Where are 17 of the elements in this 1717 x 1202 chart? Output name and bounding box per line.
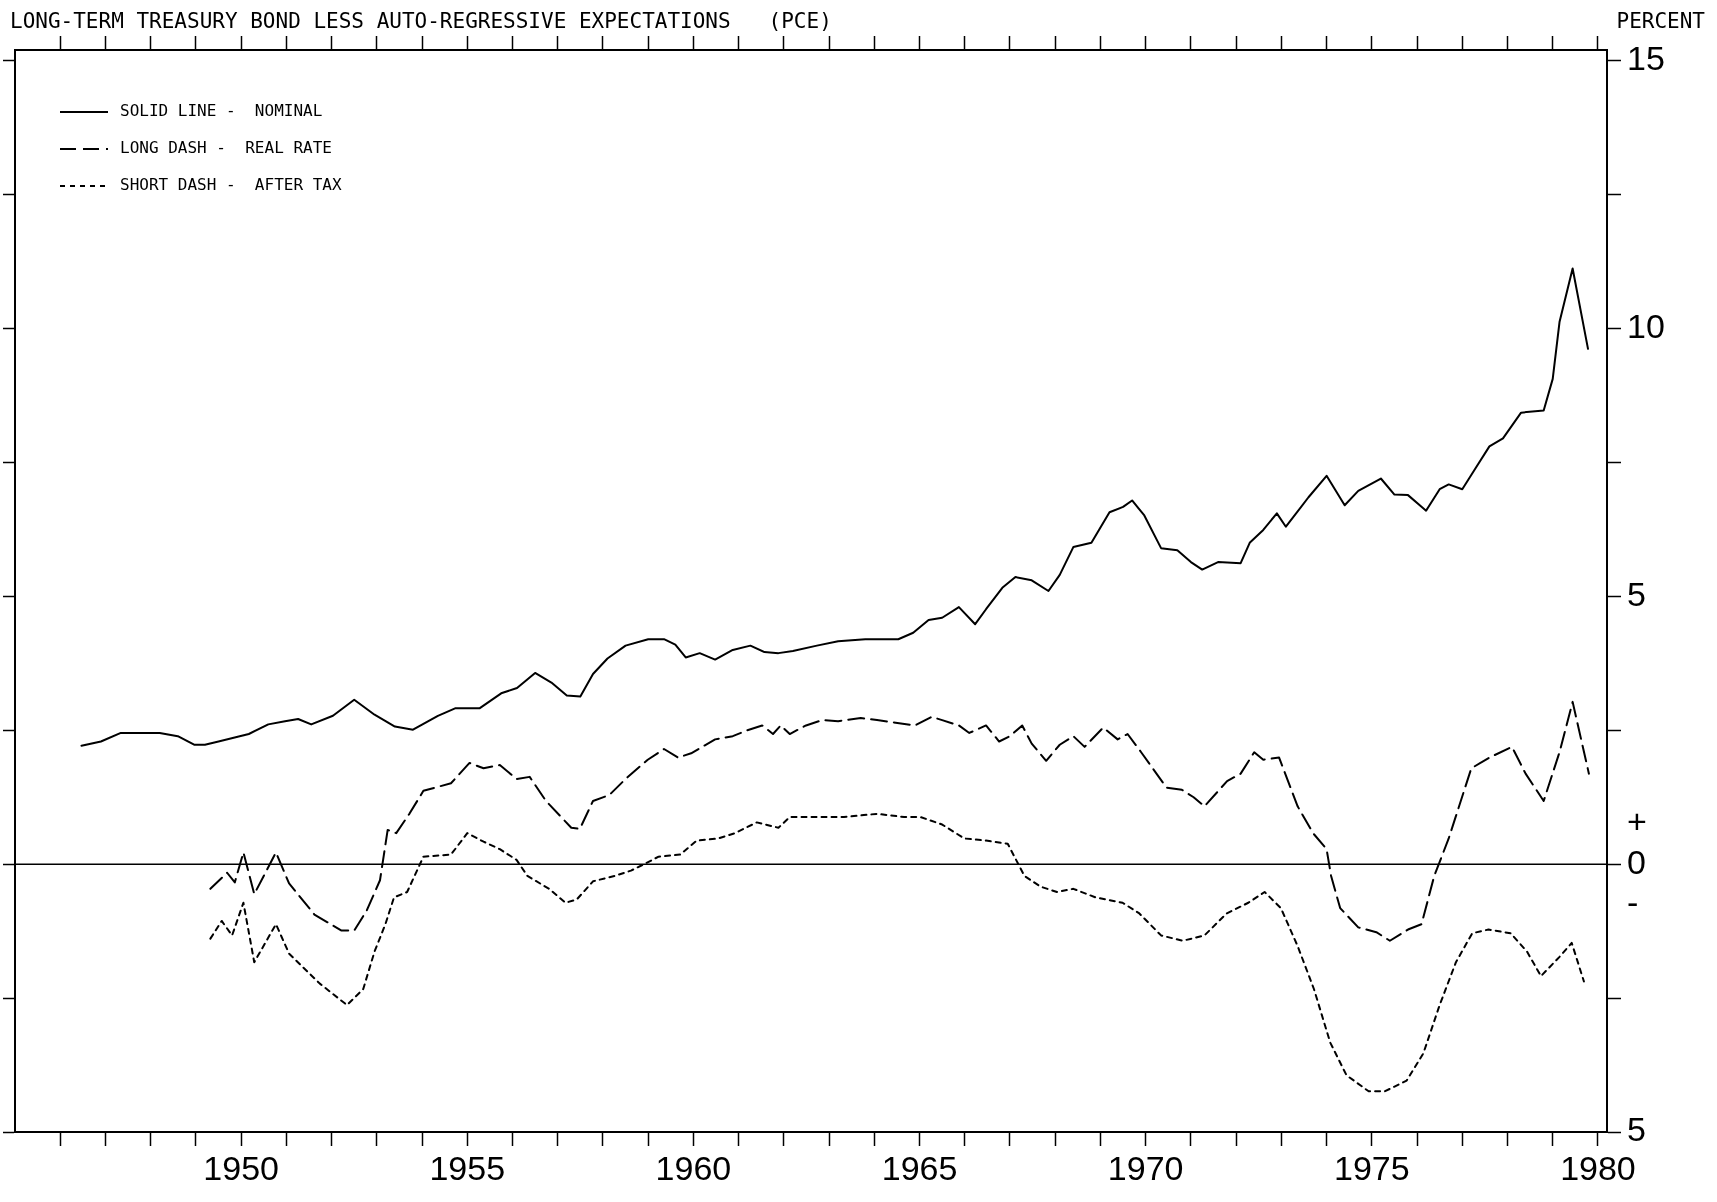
y-tick-label: 5 bbox=[1627, 1110, 1646, 1149]
y-tick-label: 10 bbox=[1627, 306, 1665, 345]
x-tick-label: 1980 bbox=[1560, 1148, 1636, 1187]
x-tick-label: 1975 bbox=[1334, 1148, 1410, 1187]
legend-label: SOLID LINE - NOMINAL bbox=[120, 101, 323, 121]
chart-title: LONG-TERM TREASURY BOND LESS AUTO-REGRESSIVE EXPECTATIONS (PCE) bbox=[10, 9, 832, 33]
y-tick-label: 15 bbox=[1627, 39, 1665, 78]
x-tick-label: 1965 bbox=[881, 1148, 958, 1187]
legend-label: LONG DASH - REAL RATE bbox=[120, 138, 332, 158]
x-tick-label: 1960 bbox=[655, 1148, 732, 1187]
y-axis-title: PERCENT bbox=[1616, 9, 1706, 33]
x-tick-label: 1955 bbox=[429, 1148, 506, 1187]
x-tick-label: 1950 bbox=[203, 1148, 279, 1187]
y-tick-label: + 0 - bbox=[1627, 801, 1647, 922]
legend-label: SHORT DASH - AFTER TAX bbox=[120, 175, 342, 195]
y-tick-label: 5 bbox=[1627, 574, 1646, 613]
x-tick-label: 1970 bbox=[1107, 1148, 1184, 1187]
